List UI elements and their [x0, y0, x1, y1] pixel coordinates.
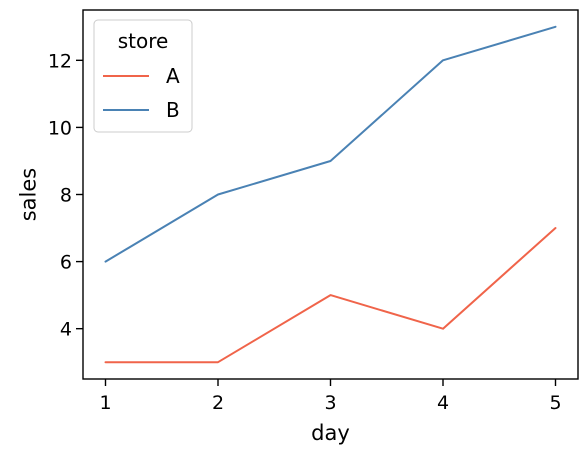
series-line-a	[104, 227, 557, 364]
x-tick-label: 2	[212, 392, 224, 414]
x-tick-label: 4	[437, 392, 449, 414]
x-tick-label: 1	[99, 392, 111, 414]
y-tick-label: 12	[48, 50, 72, 72]
y-tick-label: 8	[60, 185, 72, 207]
x-tick-label: 5	[549, 392, 561, 414]
y-tick-label: 4	[60, 319, 72, 341]
y-tick-label: 6	[60, 252, 72, 274]
y-axis-label: sales	[16, 168, 40, 222]
legend-label-b: B	[166, 98, 180, 122]
legend-title: store	[118, 29, 169, 53]
legend: store AB	[93, 19, 193, 133]
y-axis-ticks: 4 6 8 10 12	[48, 50, 83, 341]
x-axis-ticks: 1 2 3 4 5	[99, 379, 562, 414]
x-tick-label: 3	[324, 392, 336, 414]
x-axis-label: day	[311, 421, 350, 445]
series-layer	[104, 25, 557, 364]
legend-entries: AB	[103, 64, 180, 122]
y-tick-label: 10	[48, 117, 72, 139]
series-line-b	[104, 25, 557, 263]
legend-label-a: A	[166, 64, 180, 88]
